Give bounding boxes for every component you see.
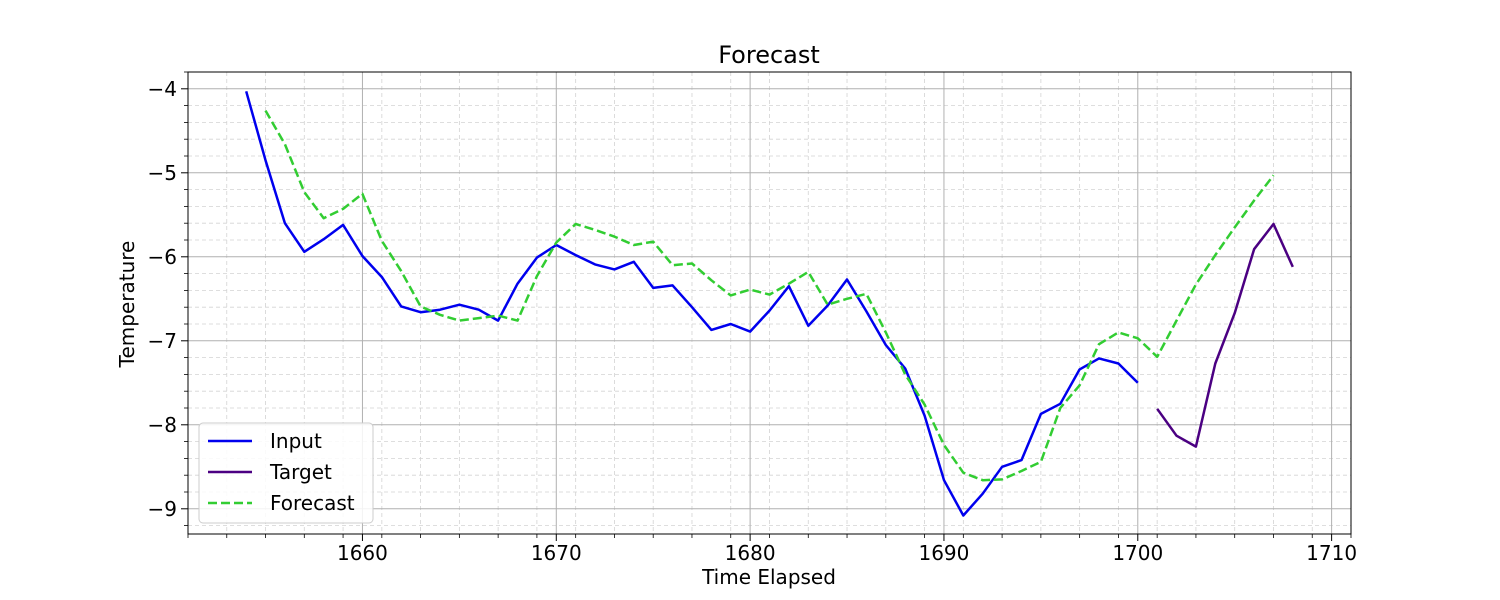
axis-ticks: 1660 1670 1680 1690 1700 1710 −4 −5 −6 −7 −8 −9 — [148, 71, 1357, 565]
legend-label-forecast: Forecast — [270, 491, 355, 515]
x-axis-label: Time Elapsed — [701, 565, 836, 589]
x-tick-label: 1700 — [1112, 541, 1163, 565]
x-tick-label: 1690 — [918, 541, 969, 565]
x-tick-label: 1670 — [531, 541, 582, 565]
grid — [187, 71, 1352, 534]
y-tick-label: −7 — [148, 329, 177, 353]
x-tick-label: 1660 — [337, 541, 388, 565]
chart-title: Forecast — [718, 41, 820, 69]
legend-label-input: Input — [270, 429, 322, 453]
series-lines — [244, 90, 1294, 517]
y-tick-label: −8 — [148, 413, 177, 437]
x-tick-label: 1680 — [725, 541, 776, 565]
x-tick-label: 1710 — [1306, 541, 1357, 565]
y-tick-label: −4 — [148, 77, 177, 101]
legend-label-target: Target — [269, 460, 332, 484]
y-tick-label: −6 — [148, 245, 177, 269]
legend: Input Target Forecast — [198, 422, 374, 524]
y-tick-label: −5 — [148, 161, 177, 185]
series-line-target — [1156, 222, 1294, 448]
series-line-input — [244, 90, 1139, 517]
series-line-forecast — [264, 109, 1275, 482]
legend-box — [198, 422, 374, 524]
y-axis-label: Temperature — [115, 241, 139, 369]
y-tick-label: −9 — [148, 497, 177, 521]
